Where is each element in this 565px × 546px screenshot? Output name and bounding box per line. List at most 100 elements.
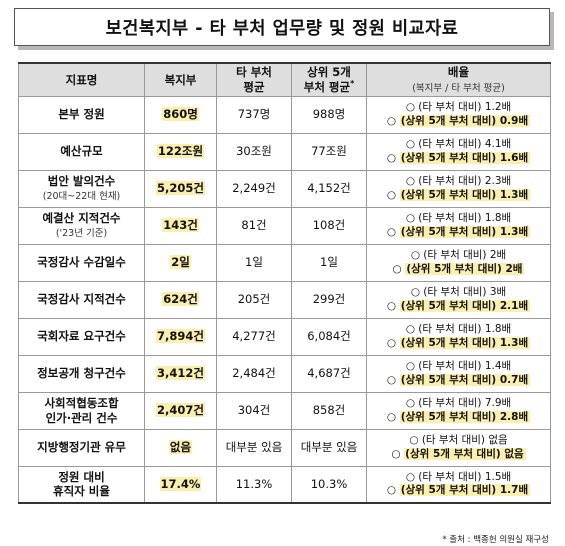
header-ratio: 배율 (복지부 / 타 부처 평균) [366,62,551,97]
welfare-value: 7,894건 [156,329,205,344]
top5-avg-value: 10.3% [310,476,348,491]
header-top5-mark: * [350,79,355,89]
ratio-vs-top5: (상위 5개 부처 대비) 1.7배 [399,484,531,497]
table-row: 예산규모 122조원 30조원 77조원 ○ (타 부처 대비) 4.1배 ○ (상위 5… [18,132,551,171]
header-other-avg-line2: 평균 [243,79,265,94]
header-top5-line1: 상위 5개 [307,64,351,79]
top5-avg-value: 858건 [312,403,346,418]
cell-ratio: ○ (타 부처 대비) 1.8배 ○ (상위 5개 부처 대비) 1.3배 [366,317,551,356]
cell-other-avg: 81건 [216,206,292,245]
ratio-vs-top5: (상위 5개 부처 대비) 0.7배 [399,373,531,386]
ratio-vs-other: ○ (타 부처 대비) 7.9배 [405,397,512,410]
cell-top5-avg: 299건 [291,280,367,319]
other-avg-value: 2,249건 [232,181,276,196]
ratio-vs-top5-bullet: ○ [386,114,400,127]
ratio-vs-top5-bullet: ○ [386,225,400,238]
cell-indicator: 정보공개 청구건수 [18,354,145,393]
cell-ratio: ○ (타 부처 대비) 2.3배 ○ (상위 5개 부처 대비) 1.3배 [366,169,551,208]
cell-top5-avg: 6,084건 [291,317,367,356]
ratio-vs-other: ○ (타 부처 대비) 1.2배 [405,101,512,114]
other-avg-value: 737명 [237,107,271,122]
welfare-value: 122조원 [156,144,205,159]
cell-ratio: ○ (타 부처 대비) 3배 ○ (상위 5개 부처 대비) 2.1배 [366,280,551,319]
cell-ratio: ○ (타 부처 대비) 1.2배 ○ (상위 5개 부처 대비) 0.9배 [366,95,551,134]
ratio-vs-other: ○ (타 부처 대비) 2.3배 [405,175,512,188]
ratio-vs-top5: (상위 5개 부처 대비) 1.3배 [399,188,531,201]
cell-other-avg: 304건 [216,391,292,430]
cell-indicator: 본부 정원 [18,95,145,134]
cell-welfare: 624건 [144,280,217,319]
table-row: 국정감사 지적건수 624건 205건 299건 ○ (타 부처 대비) 3배 ○ (상위… [18,280,551,319]
ratio-vs-other: ○ (타 부처 대비) 1.5배 [405,471,512,484]
indicator-subname: 휴직자 비율 [53,484,110,499]
cell-welfare: 2일 [144,243,217,282]
ratio-vs-top5-line: ○ (상위 5개 부처 대비) 0.7배 [367,373,550,387]
cell-indicator: 사회적협동조합 인가·관리 건수 [18,391,145,430]
ratio-vs-top5: (상위 5개 부처 대비) 없음 [404,447,526,460]
indicator-name: 본부 정원 [58,107,105,122]
cell-indicator: 정원 대비 휴직자 비율 [18,465,145,504]
cell-indicator: 국정감사 수감일수 [18,243,145,282]
indicator-subname: 인가·관리 건수 [45,410,118,425]
cell-top5-avg: 4,152건 [291,169,367,208]
ratio-vs-top5-bullet: ○ [386,188,400,201]
header-top5-avg: 상위 5개 부처 평균* [291,62,367,97]
ratio-vs-other: ○ (타 부처 대비) 1.4배 [405,360,512,373]
ratio-vs-top5-line: ○ (상위 5개 부처 대비) 없음 [367,447,550,461]
header-ratio-sub: (복지부 / 타 부처 평균) [412,82,505,94]
ratio-vs-top5-line: ○ (상위 5개 부처 대비) 0.9배 [367,114,550,128]
welfare-value: 624건 [162,292,199,307]
ratio-vs-top5: (상위 5개 부처 대비) 1.6배 [399,151,531,164]
ratio-vs-top5-line: ○ (상위 5개 부처 대비) 2배 [367,262,550,276]
ratio-vs-top5-bullet: ○ [386,484,400,497]
top5-avg-value: 988명 [312,107,346,122]
cell-indicator: 국정감사 지적건수 [18,280,145,319]
other-avg-value: 2,484건 [232,366,276,381]
ratio-vs-top5: (상위 5개 부처 대비) 2.8배 [399,410,531,423]
indicator-name: 국정감사 수감일수 [37,255,126,270]
indicator-name: 사회적협동조합 [44,395,119,410]
top5-avg-value: 299건 [312,292,346,307]
cell-indicator: 법안 발의건수 (20대~22대 현재) [18,169,145,208]
indicator-subname: (20대~22대 현재) [42,190,121,202]
cell-welfare: 5,205건 [144,169,217,208]
cell-other-avg: 11.3% [216,465,292,504]
welfare-value: 860명 [162,107,199,122]
ratio-vs-top5: (상위 5개 부처 대비) 2배 [405,262,525,275]
header-ratio-label: 배율 [447,65,470,80]
welfare-value: 5,205건 [156,181,205,196]
ratio-vs-other: ○ (타 부처 대비) 없음 [409,434,508,447]
cell-welfare: 없음 [144,428,217,467]
table-row: 국정감사 수감일수 2일 1일 1일 ○ (타 부처 대비) 2배 ○ (상위 5개 부처… [18,243,551,282]
other-avg-value: 11.3% [235,476,273,491]
other-avg-value: 30조원 [236,144,272,159]
cell-other-avg: 2,249건 [216,169,292,208]
cell-indicator: 예산규모 [18,132,145,171]
welfare-value: 17.4% [159,476,202,491]
welfare-value: 없음 [168,440,193,455]
table-row: 사회적협동조합 인가·관리 건수 2,407건 304건 858건 ○ (타 부처 대비)… [18,391,551,430]
header-welfare: 복지부 [144,62,217,97]
ratio-vs-top5-line: ○ (상위 5개 부처 대비) 1.3배 [367,188,550,202]
ratio-vs-top5-bullet: ○ [386,410,400,423]
cell-top5-avg: 대부분 있음 [291,428,367,467]
cell-ratio: ○ (타 부처 대비) 없음 ○ (상위 5개 부처 대비) 없음 [366,428,551,467]
cell-welfare: 2,407건 [144,391,217,430]
cell-top5-avg: 988명 [291,95,367,134]
cell-welfare: 143건 [144,206,217,245]
ratio-vs-top5: (상위 5개 부처 대비) 2.1배 [399,299,531,312]
cell-welfare: 3,412건 [144,354,217,393]
cell-top5-avg: 10.3% [291,465,367,504]
table-row: 법안 발의건수 (20대~22대 현재) 5,205건 2,249건 4,152건 ○ (… [18,169,551,208]
cell-top5-avg: 108건 [291,206,367,245]
ratio-vs-top5-line: ○ (상위 5개 부처 대비) 2.8배 [367,410,550,424]
welfare-value: 2일 [170,255,191,270]
other-avg-value: 81건 [241,218,267,233]
page-title: 보건복지부 - 타 부처 업무량 및 정원 비교자료 [105,18,459,39]
ratio-vs-other: ○ (타 부처 대비) 3배 [410,286,507,299]
comparison-table: 지표명 복지부 타 부처 평균 상위 5개 부처 평균* 배율 (복지부 / 타… [18,62,551,504]
ratio-vs-top5-line: ○ (상위 5개 부처 대비) 1.7배 [367,484,550,497]
top5-avg-value: 4,152건 [307,181,351,196]
header-other-avg-line1: 타 부처 [236,65,272,80]
cell-welfare: 860명 [144,95,217,134]
